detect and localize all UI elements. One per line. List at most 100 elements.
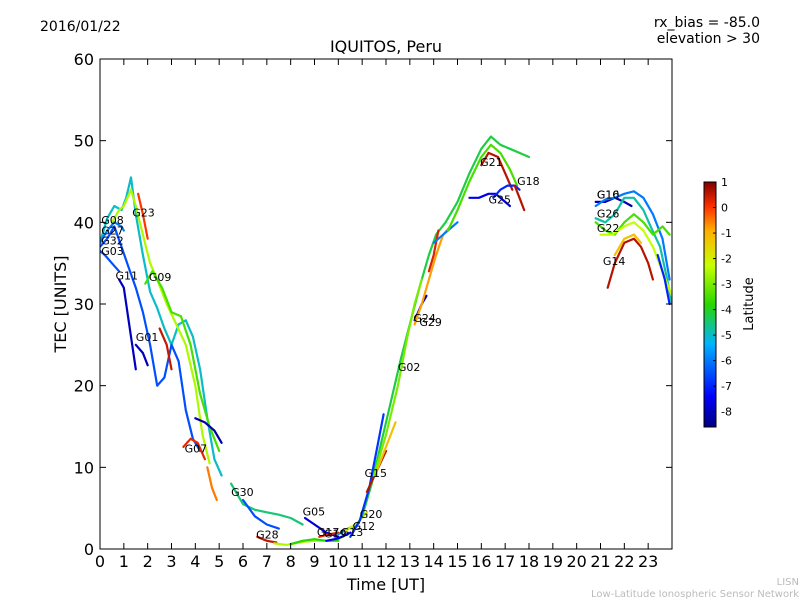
colorbar-tick-label-3: -2 — [721, 253, 732, 266]
satellite-label-11: G05 — [303, 506, 326, 519]
satellite-label-0: G08 — [101, 214, 124, 227]
y-axis-label: TEC [UNITS] — [51, 256, 70, 354]
series-line-8 — [137, 192, 149, 240]
y-tick-label-3: 30 — [74, 295, 94, 314]
series-line-11 — [206, 466, 218, 502]
series-layer — [100, 135, 672, 547]
x-tick-label-20: 20 — [566, 552, 586, 571]
x-tick-label-21: 21 — [590, 552, 610, 571]
satellite-label-16: G20 — [360, 508, 383, 521]
date-label: 2016/01/22 — [40, 19, 121, 35]
footer-lisn: LISN — [777, 577, 799, 588]
series-line-29 — [413, 225, 452, 326]
series-line-1 — [110, 188, 211, 465]
x-tick-label-19: 19 — [543, 552, 563, 571]
colorbar-tick-label-2: -1 — [721, 227, 732, 240]
series-line-15 — [256, 535, 278, 544]
y-axis: 0 10 20 30 40 50 60 — [74, 50, 672, 559]
satellite-label-25: G16 — [597, 189, 620, 202]
x-tick-label-0: 0 — [95, 552, 105, 571]
satellite-label-15: G12 — [353, 520, 376, 533]
series-line-34 — [468, 192, 511, 208]
satellite-label-layer: G08G27G32G03G23G09G11G01G07G30G28G05G17G… — [101, 156, 625, 541]
series-line-0 — [100, 176, 223, 477]
colorbar-tick-label-4: -3 — [721, 278, 732, 291]
satellite-label-19: G24 — [413, 312, 436, 325]
x-tick-label-16: 16 — [471, 552, 491, 571]
satellite-label-27: G22 — [597, 222, 620, 235]
satellite-label-17: G15 — [365, 467, 388, 480]
series-line-20 — [325, 531, 352, 542]
series-line-40 — [594, 213, 671, 236]
series-line-23 — [351, 135, 531, 534]
colorbar-tick-label-7: -6 — [721, 355, 732, 368]
satellite-label-2: G32 — [101, 234, 124, 247]
series-line-39 — [594, 196, 672, 306]
x-tick-label-12: 12 — [376, 552, 396, 571]
x-tick-label-3: 3 — [166, 552, 176, 571]
series-line-4 — [100, 221, 125, 244]
satellite-label-18: G02 — [398, 361, 421, 374]
satellite-label-20: G29 — [419, 316, 442, 329]
colorbar-tick-label-5: -4 — [721, 304, 732, 317]
x-tick-label-13: 13 — [400, 552, 420, 571]
satellite-label-28: G14 — [603, 255, 626, 268]
y-tick-label-1: 10 — [74, 458, 94, 477]
x-tick-label-6: 6 — [238, 552, 248, 571]
x-tick-label-18: 18 — [519, 552, 539, 571]
colorbar-tick-label-0: 1 — [721, 176, 728, 189]
satellite-label-24: G10 — [597, 189, 620, 202]
colorbar-ticks: 1 0 -1 -2 -3 -4 -5 -6 -7 -8 — [713, 176, 732, 419]
x-tick-label-4: 4 — [190, 552, 200, 571]
series-line-6 — [117, 278, 137, 371]
series-line-19 — [318, 531, 340, 538]
y-tick-label-4: 40 — [74, 213, 94, 232]
series-line-33 — [480, 151, 514, 191]
chart-title: IQUITOS, Peru — [330, 37, 442, 56]
series-line-9 — [158, 327, 173, 371]
y-tick-label-5: 50 — [74, 132, 94, 151]
series-line-2 — [144, 270, 221, 453]
series-line-5 — [100, 249, 121, 273]
elevation-label: elevation > 30 — [657, 31, 760, 47]
x-tick-label-11: 11 — [352, 552, 372, 571]
series-line-26 — [375, 421, 397, 473]
satellite-label-3: G03 — [101, 245, 124, 258]
satellite-label-4: G23 — [132, 207, 155, 220]
colorbar — [703, 181, 717, 428]
series-line-14 — [241, 498, 280, 530]
series-line-43 — [613, 233, 643, 257]
series-line-12 — [194, 417, 223, 444]
satellite-label-6: G11 — [116, 270, 139, 283]
x-tick-label-7: 7 — [262, 552, 272, 571]
colorbar-label: Latitude — [742, 277, 757, 331]
x-tick-label-2: 2 — [143, 552, 153, 571]
satellite-label-26: G26 — [597, 207, 620, 220]
satellite-label-23: G18 — [517, 175, 540, 188]
series-line-42 — [606, 237, 655, 289]
x-tick-label-15: 15 — [447, 552, 467, 571]
x-tick-label-8: 8 — [286, 552, 296, 571]
y-tick-label-6: 60 — [74, 50, 94, 69]
x-tick-label-5: 5 — [214, 552, 224, 571]
y-tick-label-2: 20 — [74, 377, 94, 396]
series-line-36 — [513, 184, 526, 212]
x-tick-label-22: 22 — [614, 552, 634, 571]
satellite-label-8: G07 — [185, 443, 208, 456]
satellite-label-9: G30 — [231, 486, 254, 499]
colorbar-tick-label-9: -8 — [721, 406, 732, 419]
satellite-label-21: G21 — [480, 156, 503, 169]
colorbar-tick-label-8: -7 — [721, 380, 732, 393]
colorbar-tick-label-1: 0 — [721, 202, 728, 215]
series-line-7 — [134, 343, 149, 367]
series-line-3 — [100, 225, 202, 453]
colorbar-tick-label-6: -5 — [721, 329, 732, 342]
x-tick-label-14: 14 — [423, 552, 443, 571]
satellite-label-12: G17 — [317, 526, 340, 539]
y-tick-label-0: 0 — [84, 540, 94, 559]
series-line-27 — [373, 278, 423, 477]
x-tick-label-10: 10 — [328, 552, 348, 571]
series-line-44 — [656, 253, 671, 306]
series-line-13 — [230, 482, 304, 526]
satellite-label-1: G27 — [101, 225, 124, 238]
